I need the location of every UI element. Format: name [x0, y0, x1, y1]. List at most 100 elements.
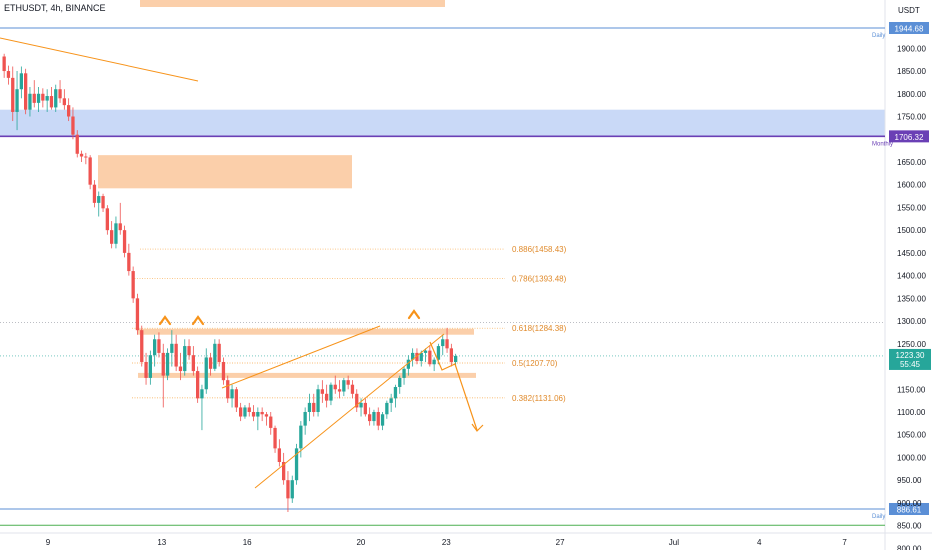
candle-body [260, 411, 264, 415]
price-axis[interactable]: 1944.68 1706.32 886.61 1900.00 1850.00 1800.0… [889, 22, 931, 550]
time-tick: 27 [556, 538, 565, 547]
candle-body [79, 153, 84, 157]
price-tick: 1450.00 [897, 249, 926, 258]
candle-body [204, 357, 208, 390]
candle-body [58, 89, 62, 99]
candle-body [449, 348, 453, 362]
candle-body [161, 352, 165, 376]
price-tick: 900.00 [897, 499, 922, 508]
level-price-tag [889, 130, 929, 143]
candle-body [92, 184, 97, 203]
supply-zone-mid [98, 155, 352, 189]
candle-body [251, 411, 256, 417]
price-tick: 1350.00 [897, 294, 926, 303]
candle-body [307, 402, 312, 412]
support-zone [138, 372, 476, 378]
candle-body [6, 71, 11, 78]
candle-body [2, 56, 6, 72]
price-tick: 1250.00 [897, 340, 926, 349]
price-tick: 1100.00 [897, 408, 926, 417]
candle-body [67, 105, 71, 117]
candle-body [122, 230, 127, 253]
candle-body [368, 414, 372, 422]
candle-body [165, 352, 170, 376]
candle-body [196, 371, 200, 399]
candle-body [290, 480, 294, 499]
candle-body [436, 346, 441, 360]
drawings-background [0, 0, 885, 378]
candle-body [217, 343, 221, 362]
candle-body [428, 350, 432, 365]
candle-body [127, 252, 131, 272]
caret-marker [407, 309, 421, 320]
candle-body [294, 448, 299, 481]
candle-body [398, 377, 402, 387]
candle-body [88, 157, 92, 185]
candle-body [239, 407, 243, 417]
current-price-tag [889, 348, 931, 370]
price-tick: 1150.00 [897, 385, 926, 394]
candle-body [208, 357, 213, 369]
price-tick: 1800.00 [897, 90, 926, 99]
candle-body [454, 355, 458, 362]
candle-body [363, 402, 367, 415]
candle-body [385, 402, 389, 415]
fib-label: 0.786(1393.48) [512, 275, 567, 284]
candle-body [303, 411, 307, 426]
current-price-label: 1223.30 [896, 351, 925, 360]
candle-body [337, 389, 342, 392]
candle-body [342, 380, 346, 392]
price-tick: 1550.00 [897, 203, 926, 212]
fib-label: 0.5(1207.70) [512, 359, 558, 368]
candle-body [273, 427, 277, 449]
candle-body [419, 352, 423, 362]
candle-body [256, 411, 260, 417]
price-tick: 1650.00 [897, 158, 926, 167]
candle-body [157, 339, 161, 353]
projection-path [429, 341, 478, 431]
candle-body [170, 343, 174, 353]
candle-body [174, 343, 178, 367]
candle-body [372, 411, 376, 422]
candle-body [140, 330, 144, 362]
level-price-label: 1706.32 [895, 133, 924, 142]
currency-label: USDT [898, 6, 920, 15]
time-tick: 23 [442, 538, 451, 547]
candle-body [62, 98, 66, 106]
time-axis[interactable]: 91316202327Jul47111418 [46, 538, 932, 547]
candle-body [432, 359, 436, 365]
time-tick: 13 [157, 538, 166, 547]
candle-body [286, 480, 290, 499]
candle-body [178, 366, 183, 372]
candle-body [144, 361, 148, 378]
wedge-lower-line [254, 333, 445, 489]
price-tick: 800.00 [897, 544, 922, 550]
candle-body [71, 116, 75, 135]
candle-body [97, 196, 101, 203]
candle-body [213, 343, 217, 369]
candle-body [350, 384, 355, 394]
candle-body [441, 339, 445, 347]
candle-body [230, 389, 234, 399]
candle-body [406, 359, 410, 369]
candle-body [393, 386, 398, 399]
caret-marker [191, 315, 205, 326]
candle-body [32, 93, 36, 103]
candle-body [423, 350, 428, 353]
candle-body [135, 298, 140, 331]
fib-label: 0.618(1284.38) [512, 324, 567, 333]
horizontal-levels: Daily Monthly Daily 0.886(1458.43) 0.786(139… [0, 27, 893, 526]
caret-marker [158, 315, 172, 326]
candle-body [84, 156, 88, 158]
candles [2, 53, 458, 513]
candle-body [282, 461, 286, 481]
projection-arrowhead [471, 423, 484, 432]
price-tick: 1600.00 [897, 181, 926, 190]
candle-body [105, 208, 109, 231]
candle-body [333, 384, 337, 390]
price-tick: 850.00 [897, 522, 922, 531]
candle-body [415, 352, 419, 362]
candle-body [221, 361, 226, 381]
